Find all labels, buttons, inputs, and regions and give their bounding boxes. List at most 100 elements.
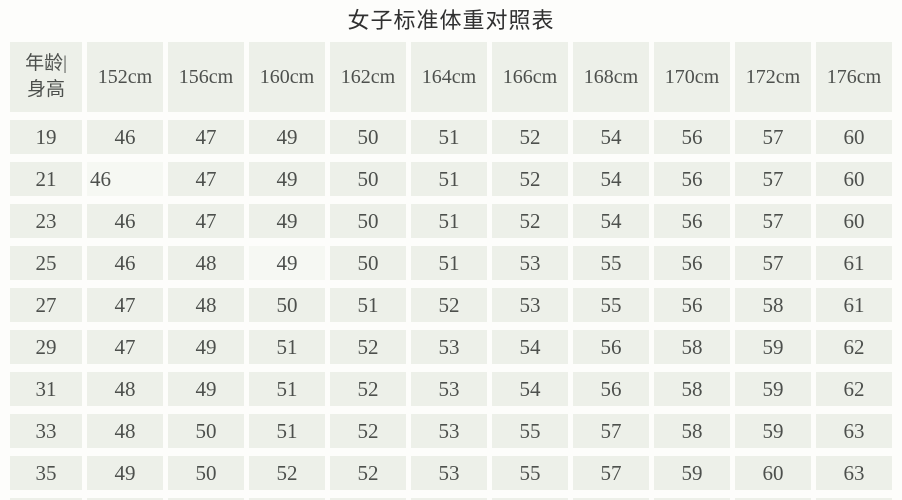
weight-cell: 52 — [492, 204, 568, 238]
weight-cell: 52 — [330, 456, 406, 490]
weight-cell: 60 — [816, 120, 892, 154]
height-header-cell: 162cm — [330, 42, 406, 112]
weight-cell: 58 — [735, 288, 811, 322]
weight-cell: 56 — [654, 246, 730, 280]
table-row-clipped — [10, 498, 892, 500]
table-row: 25 46 48 49 50 51 53 55 56 57 61 — [10, 246, 892, 280]
weight-cell: 59 — [735, 414, 811, 448]
weight-cell: 60 — [735, 456, 811, 490]
corner-header-line1: 年龄| — [25, 53, 67, 75]
weight-cell: 47 — [168, 162, 244, 196]
clipped-cell — [87, 498, 163, 500]
weight-cell: 51 — [411, 120, 487, 154]
weight-cell: 54 — [573, 120, 649, 154]
weight-cell: 63 — [816, 414, 892, 448]
weight-cell: 63 — [816, 456, 892, 490]
weight-cell: 50 — [330, 246, 406, 280]
weight-cell: 53 — [492, 246, 568, 280]
weight-cell: 51 — [249, 372, 325, 406]
weight-cell: 50 — [249, 288, 325, 322]
page-title: 女子标准体重对照表 — [347, 8, 555, 33]
weight-cell: 60 — [816, 162, 892, 196]
weight-cell: 58 — [654, 372, 730, 406]
weight-cell: 50 — [168, 456, 244, 490]
table-header: 年龄| 身高 152cm 156cm 160cm 162cm 164cm 166cm 168… — [10, 42, 892, 112]
weight-cell: 46 — [87, 162, 163, 196]
age-cell: 33 — [10, 414, 82, 448]
weight-cell: 56 — [654, 162, 730, 196]
weight-cell: 46 — [87, 120, 163, 154]
clipped-cell — [10, 498, 82, 500]
weight-cell: 52 — [249, 456, 325, 490]
height-header-cell: 170cm — [654, 42, 730, 112]
age-cell: 21 — [10, 162, 82, 196]
clipped-cell — [330, 498, 406, 500]
table-row: 23 46 47 49 50 51 52 54 56 57 60 — [10, 204, 892, 238]
weight-cell: 51 — [249, 330, 325, 364]
height-header-cell: 160cm — [249, 42, 325, 112]
weight-cell: 53 — [411, 330, 487, 364]
weight-cell: 49 — [168, 372, 244, 406]
clipped-cell — [735, 498, 811, 500]
weight-cell: 52 — [330, 414, 406, 448]
age-cell: 35 — [10, 456, 82, 490]
weight-cell: 58 — [654, 414, 730, 448]
table-row: 35 49 50 52 52 53 55 57 59 60 63 — [10, 456, 892, 490]
clipped-cell — [492, 498, 568, 500]
weight-cell: 51 — [249, 414, 325, 448]
clipped-cell — [816, 498, 892, 500]
weight-cell: 49 — [249, 246, 325, 280]
weight-cell: 53 — [411, 372, 487, 406]
weight-cell: 56 — [654, 204, 730, 238]
table-row: 21 46 47 49 50 51 52 54 56 57 60 — [10, 162, 892, 196]
corner-header-line2: 身高 — [26, 79, 65, 100]
corner-header-cell: 年龄| 身高 — [10, 42, 82, 112]
weight-cell: 49 — [249, 120, 325, 154]
height-header-cell: 164cm — [411, 42, 487, 112]
weight-table: 年龄| 身高 152cm 156cm 160cm 162cm 164cm 166cm 168… — [5, 34, 897, 500]
weight-cell: 49 — [87, 456, 163, 490]
table-row: 27 47 48 50 51 52 53 55 56 58 61 — [10, 288, 892, 322]
weight-cell: 55 — [492, 414, 568, 448]
clipped-cell — [168, 498, 244, 500]
weight-cell: 60 — [816, 204, 892, 238]
weight-cell: 61 — [816, 246, 892, 280]
weight-cell: 57 — [735, 246, 811, 280]
clipped-cell — [654, 498, 730, 500]
height-header-cell: 156cm — [168, 42, 244, 112]
age-cell: 19 — [10, 120, 82, 154]
height-header-cell: 172cm — [735, 42, 811, 112]
weight-cell: 59 — [654, 456, 730, 490]
clipped-cell — [249, 498, 325, 500]
weight-cell: 56 — [573, 372, 649, 406]
age-cell: 29 — [10, 330, 82, 364]
weight-cell: 48 — [168, 246, 244, 280]
weight-cell: 52 — [330, 372, 406, 406]
weight-cell: 62 — [816, 372, 892, 406]
weight-cell: 47 — [168, 120, 244, 154]
weight-cell: 57 — [735, 204, 811, 238]
weight-cell: 50 — [168, 414, 244, 448]
weight-cell: 52 — [411, 288, 487, 322]
weight-cell: 48 — [168, 288, 244, 322]
weight-cell: 49 — [168, 330, 244, 364]
weight-cell: 54 — [492, 372, 568, 406]
table-row: 33 48 50 51 52 53 55 57 58 59 63 — [10, 414, 892, 448]
weight-cell: 51 — [411, 204, 487, 238]
weight-cell: 48 — [87, 414, 163, 448]
weight-cell: 51 — [411, 246, 487, 280]
weight-cell: 52 — [492, 162, 568, 196]
weight-cell: 55 — [573, 288, 649, 322]
table-row: 31 48 49 51 52 53 54 56 58 59 62 — [10, 372, 892, 406]
table-row: 29 47 49 51 52 53 54 56 58 59 62 — [10, 330, 892, 364]
weight-cell: 47 — [87, 288, 163, 322]
weight-cell: 57 — [735, 162, 811, 196]
weight-cell: 49 — [249, 162, 325, 196]
weight-cell: 49 — [249, 204, 325, 238]
weight-cell: 47 — [168, 204, 244, 238]
weight-cell: 57 — [735, 120, 811, 154]
weight-cell: 54 — [573, 204, 649, 238]
weight-cell: 48 — [87, 372, 163, 406]
weight-cell: 54 — [573, 162, 649, 196]
